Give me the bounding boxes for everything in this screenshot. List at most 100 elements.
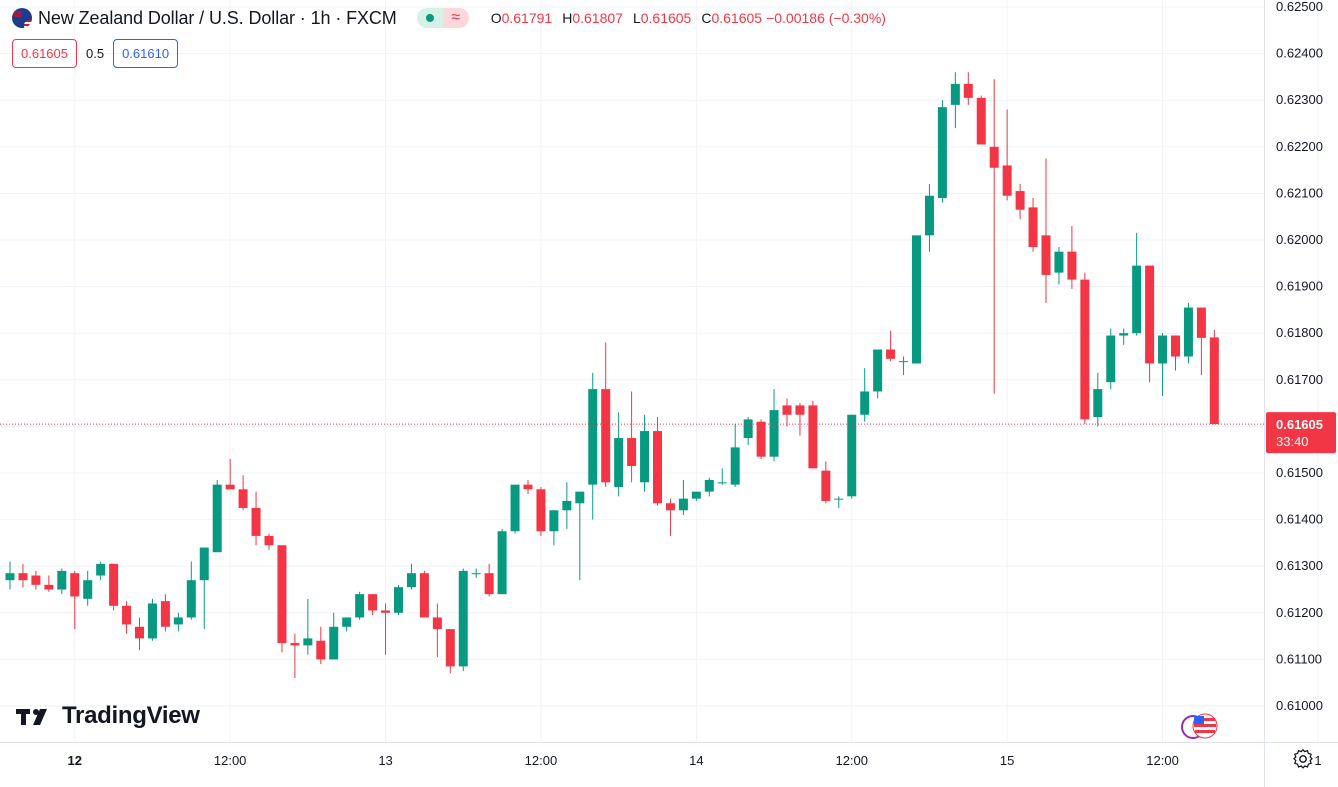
- candle-body[interactable]: [873, 349, 883, 392]
- symbol-title[interactable]: New Zealand Dollar / U.S. Dollar · 1h · …: [38, 7, 397, 28]
- candle-body[interactable]: [536, 489, 546, 532]
- candle-body[interactable]: [368, 594, 378, 611]
- candle-body[interactable]: [147, 603, 157, 639]
- candle-body[interactable]: [225, 484, 235, 490]
- candle-body[interactable]: [1209, 337, 1219, 425]
- candle-body[interactable]: [847, 414, 857, 497]
- gear-icon[interactable]: [1292, 748, 1314, 770]
- candle-body[interactable]: [1067, 251, 1077, 280]
- candle-body[interactable]: [394, 587, 403, 613]
- candle-body[interactable]: [1106, 335, 1116, 383]
- candle-body[interactable]: [277, 545, 287, 644]
- candle-body[interactable]: [186, 580, 196, 618]
- candle-body[interactable]: [83, 580, 93, 599]
- candle-body[interactable]: [355, 594, 365, 618]
- candle-body[interactable]: [963, 83, 973, 98]
- candle-body[interactable]: [316, 640, 326, 660]
- candle-body[interactable]: [717, 482, 727, 484]
- candle-body[interactable]: [782, 405, 792, 415]
- candle-body[interactable]: [1015, 191, 1025, 210]
- candle-body[interactable]: [989, 146, 999, 168]
- candle-body[interactable]: [924, 195, 934, 236]
- candle-body[interactable]: [678, 498, 688, 511]
- buy-button[interactable]: 0.61610: [113, 39, 179, 68]
- candle-body[interactable]: [1028, 207, 1038, 247]
- candle-body[interactable]: [1002, 165, 1012, 196]
- candle-body[interactable]: [834, 498, 844, 500]
- candle-body[interactable]: [665, 503, 675, 511]
- candle-body[interactable]: [743, 419, 753, 439]
- candle-body[interactable]: [588, 389, 598, 485]
- candle-body[interactable]: [160, 601, 170, 627]
- candle-body[interactable]: [458, 570, 468, 667]
- tradingview-logo[interactable]: TradingView: [16, 702, 200, 730]
- candle-body[interactable]: [976, 97, 986, 145]
- candle-body[interactable]: [290, 643, 300, 646]
- candle-body[interactable]: [173, 617, 183, 625]
- candle-body[interactable]: [899, 361, 909, 363]
- candle-body[interactable]: [1183, 307, 1193, 357]
- candle-body[interactable]: [627, 438, 637, 467]
- candle-body[interactable]: [601, 389, 611, 483]
- candle-body[interactable]: [912, 235, 921, 364]
- candle-body[interactable]: [381, 610, 391, 613]
- candle-body[interactable]: [419, 573, 429, 618]
- candle-body[interactable]: [238, 489, 248, 508]
- candle-body[interactable]: [730, 447, 740, 485]
- candle-body[interactable]: [96, 563, 106, 576]
- candle-body[interactable]: [199, 547, 209, 581]
- candle-body[interactable]: [808, 405, 818, 469]
- candle-body[interactable]: [1171, 335, 1180, 357]
- candle-body[interactable]: [1145, 265, 1155, 364]
- market-status-pills[interactable]: ≈: [416, 8, 469, 28]
- candle-body[interactable]: [937, 107, 947, 199]
- candle-body[interactable]: [18, 573, 28, 581]
- candle-body[interactable]: [303, 638, 313, 646]
- candle-body[interactable]: [886, 349, 896, 359]
- candle-body[interactable]: [1119, 333, 1129, 336]
- candle-body[interactable]: [1054, 251, 1064, 273]
- candle-body[interactable]: [57, 570, 67, 590]
- candle-body[interactable]: [1041, 235, 1051, 275]
- candle-body[interactable]: [445, 629, 455, 667]
- candle-body[interactable]: [575, 491, 585, 504]
- candle-body[interactable]: [432, 617, 442, 630]
- candle-body[interactable]: [497, 531, 507, 595]
- candle-body[interactable]: [510, 484, 520, 532]
- candle-body[interactable]: [523, 484, 533, 490]
- candle-body[interactable]: [860, 391, 870, 415]
- candle-body[interactable]: [44, 584, 54, 590]
- candle-body[interactable]: [1158, 335, 1168, 364]
- candle-body[interactable]: [691, 491, 701, 499]
- candle-body[interactable]: [950, 83, 960, 105]
- candle-body[interactable]: [653, 431, 662, 504]
- candle-body[interactable]: [1093, 389, 1103, 418]
- sell-button[interactable]: 0.61605: [12, 39, 77, 68]
- candle-body[interactable]: [122, 605, 132, 625]
- wave-icon[interactable]: ≈: [442, 8, 469, 28]
- candle-body[interactable]: [264, 535, 274, 546]
- candle-body[interactable]: [5, 573, 15, 581]
- candle-body[interactable]: [406, 573, 416, 588]
- candle-body[interactable]: [549, 510, 559, 532]
- us-event-flag-icon[interactable]: [1180, 713, 1220, 741]
- candle-body[interactable]: [1196, 307, 1206, 338]
- candle-body[interactable]: [821, 470, 831, 501]
- candle-body[interactable]: [135, 626, 144, 639]
- candle-body[interactable]: [31, 575, 41, 585]
- candle-body[interactable]: [1080, 279, 1090, 420]
- candle-body[interactable]: [70, 573, 80, 597]
- candle-body[interactable]: [704, 479, 714, 492]
- candle-body[interactable]: [1132, 265, 1142, 334]
- candle-body[interactable]: [614, 438, 624, 487]
- candle-body[interactable]: [251, 507, 261, 536]
- candle-body[interactable]: [640, 431, 650, 483]
- plot-area[interactable]: [0, 0, 1264, 742]
- candle-body[interactable]: [769, 410, 779, 457]
- candle-body[interactable]: [471, 573, 481, 575]
- candle-body[interactable]: [329, 626, 339, 660]
- candle-body[interactable]: [562, 500, 572, 511]
- candle-body[interactable]: [342, 617, 352, 627]
- candle-body[interactable]: [109, 563, 119, 606]
